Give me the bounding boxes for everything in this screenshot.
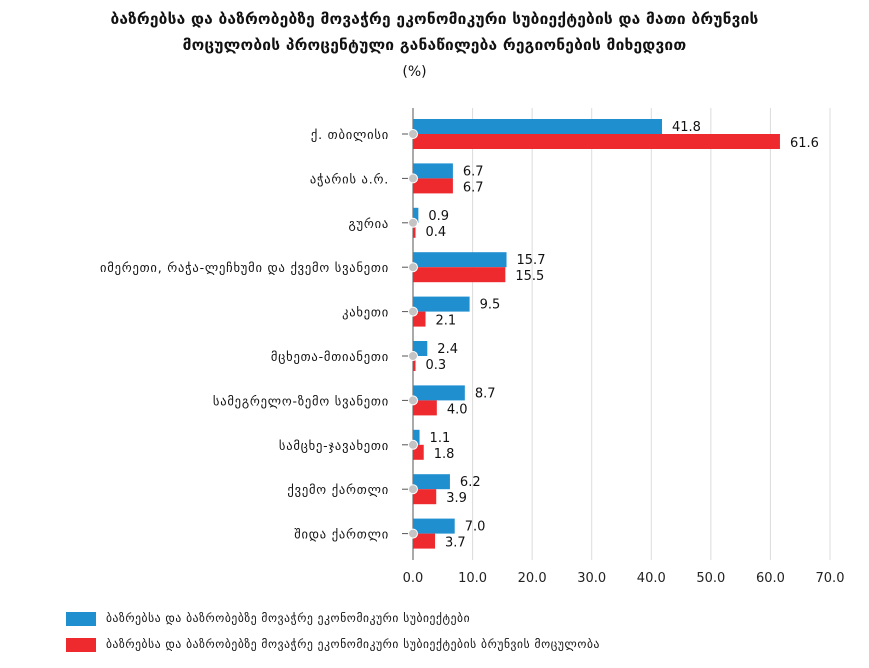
data-label-series2: 15.5	[515, 269, 544, 284]
bar-series2	[413, 178, 453, 194]
data-label-series1: 15.7	[517, 253, 546, 268]
bar-chart: 0.0 10.0 20.0 30.0 40.0 50.0 60.0 70.0 ქ. თბილის…	[100, 108, 845, 586]
legend-swatch-blue	[66, 612, 96, 626]
bar-series1	[413, 119, 663, 134]
axis-marker-dot	[408, 217, 418, 228]
data-label-series1: 9.5	[480, 298, 501, 313]
bar-series1	[413, 474, 450, 490]
category-label: აჭარის ა.რ.	[310, 171, 389, 186]
axis-marker-dot	[408, 528, 418, 539]
bar-series1	[413, 296, 470, 312]
bar-series1	[413, 341, 428, 356]
data-label-series1: 6.2	[460, 475, 481, 490]
data-label-series2: 4.0	[447, 402, 468, 417]
bar-series2	[413, 533, 436, 549]
data-label-series1: 6.7	[463, 164, 484, 179]
axis-marker-dot	[408, 173, 418, 184]
chart-title-line1: ბაზრებსა და ბაზრობებზე მოვაჭრე ეკონომიკუ…	[110, 10, 759, 28]
axis-marker-dot	[408, 306, 418, 317]
category-label: ქ. თბილისი	[311, 127, 389, 142]
data-label-series2: 61.6	[790, 136, 819, 151]
x-tick-label: 50.0	[696, 571, 725, 586]
data-label-series1: 8.7	[475, 386, 496, 401]
data-label-series2: 6.7	[463, 180, 484, 195]
data-label-series2: 1.8	[434, 447, 455, 462]
data-label-series1: 0.9	[428, 209, 449, 224]
axis-marker-dot	[408, 262, 418, 273]
bar-series2	[413, 400, 437, 416]
axis-marker-dot	[408, 129, 418, 139]
category-label: მცხეთა-მთიანეთი	[271, 349, 389, 364]
bar-series1	[413, 518, 455, 534]
x-tick-label: 30.0	[577, 571, 606, 586]
category-label: იმერეთი, რაჭა-ლეჩხუმი და ქვემო სვანეთი	[100, 260, 389, 275]
data-label-series2: 0.4	[426, 225, 447, 240]
category-label: სამეგრელო-ზემო სვანეთი	[213, 393, 389, 408]
bar-series1	[413, 385, 465, 401]
category-label: ქვემო ქართლი	[287, 482, 389, 497]
x-tick-label: 70.0	[816, 571, 845, 586]
bar-series1	[413, 163, 453, 179]
bar-series1	[413, 429, 420, 445]
x-tick-label: 40.0	[637, 571, 666, 586]
data-label-series1: 41.8	[672, 120, 701, 135]
bar-series2	[413, 222, 416, 238]
axis-marker-dot	[408, 484, 418, 495]
data-label-series1: 1.1	[430, 431, 451, 446]
data-label-series1: 2.4	[437, 342, 458, 357]
data-label-series2: 3.9	[446, 491, 467, 506]
bar-series2	[413, 444, 424, 460]
chart-unit: (%)	[402, 64, 427, 80]
bar-series2	[413, 134, 780, 149]
axis-marker-dot	[408, 351, 418, 361]
bar-series1	[413, 207, 419, 223]
x-tick-label: 20.0	[518, 571, 547, 586]
chart-title-line2: მოცულობის პროცენტული განაწილება რეგიონებ…	[182, 36, 687, 54]
bar-series2	[413, 267, 506, 283]
data-label-series2: 3.7	[445, 536, 466, 551]
category-label: კახეთი	[342, 305, 389, 320]
category-label: გურია	[348, 216, 389, 231]
legend-label-series2: ბაზრებსა და ბაზრობებზე მოვაჭრე ეკონომიკუ…	[106, 637, 600, 651]
legend-label-series1: ბაზრებსა და ბაზრობებზე მოვაჭრე ეკონომიკუ…	[106, 611, 471, 625]
axis-marker-dot	[408, 439, 418, 450]
bar-series2	[413, 489, 437, 505]
data-label-series2: 0.3	[426, 358, 447, 373]
legend-swatch-red	[66, 638, 96, 652]
bar-series1	[413, 252, 507, 268]
x-tick-label: 0.0	[403, 571, 424, 586]
data-label-series2: 2.1	[436, 314, 457, 329]
axis-marker-dot	[408, 395, 418, 406]
data-label-series1: 7.0	[465, 520, 486, 535]
x-tick-label: 60.0	[756, 571, 785, 586]
category-label: შიდა ქართლი	[294, 527, 389, 542]
bar-series2	[413, 356, 416, 371]
category-label: სამცხე-ჯავახეთი	[279, 438, 389, 453]
x-tick-label: 10.0	[458, 571, 487, 586]
